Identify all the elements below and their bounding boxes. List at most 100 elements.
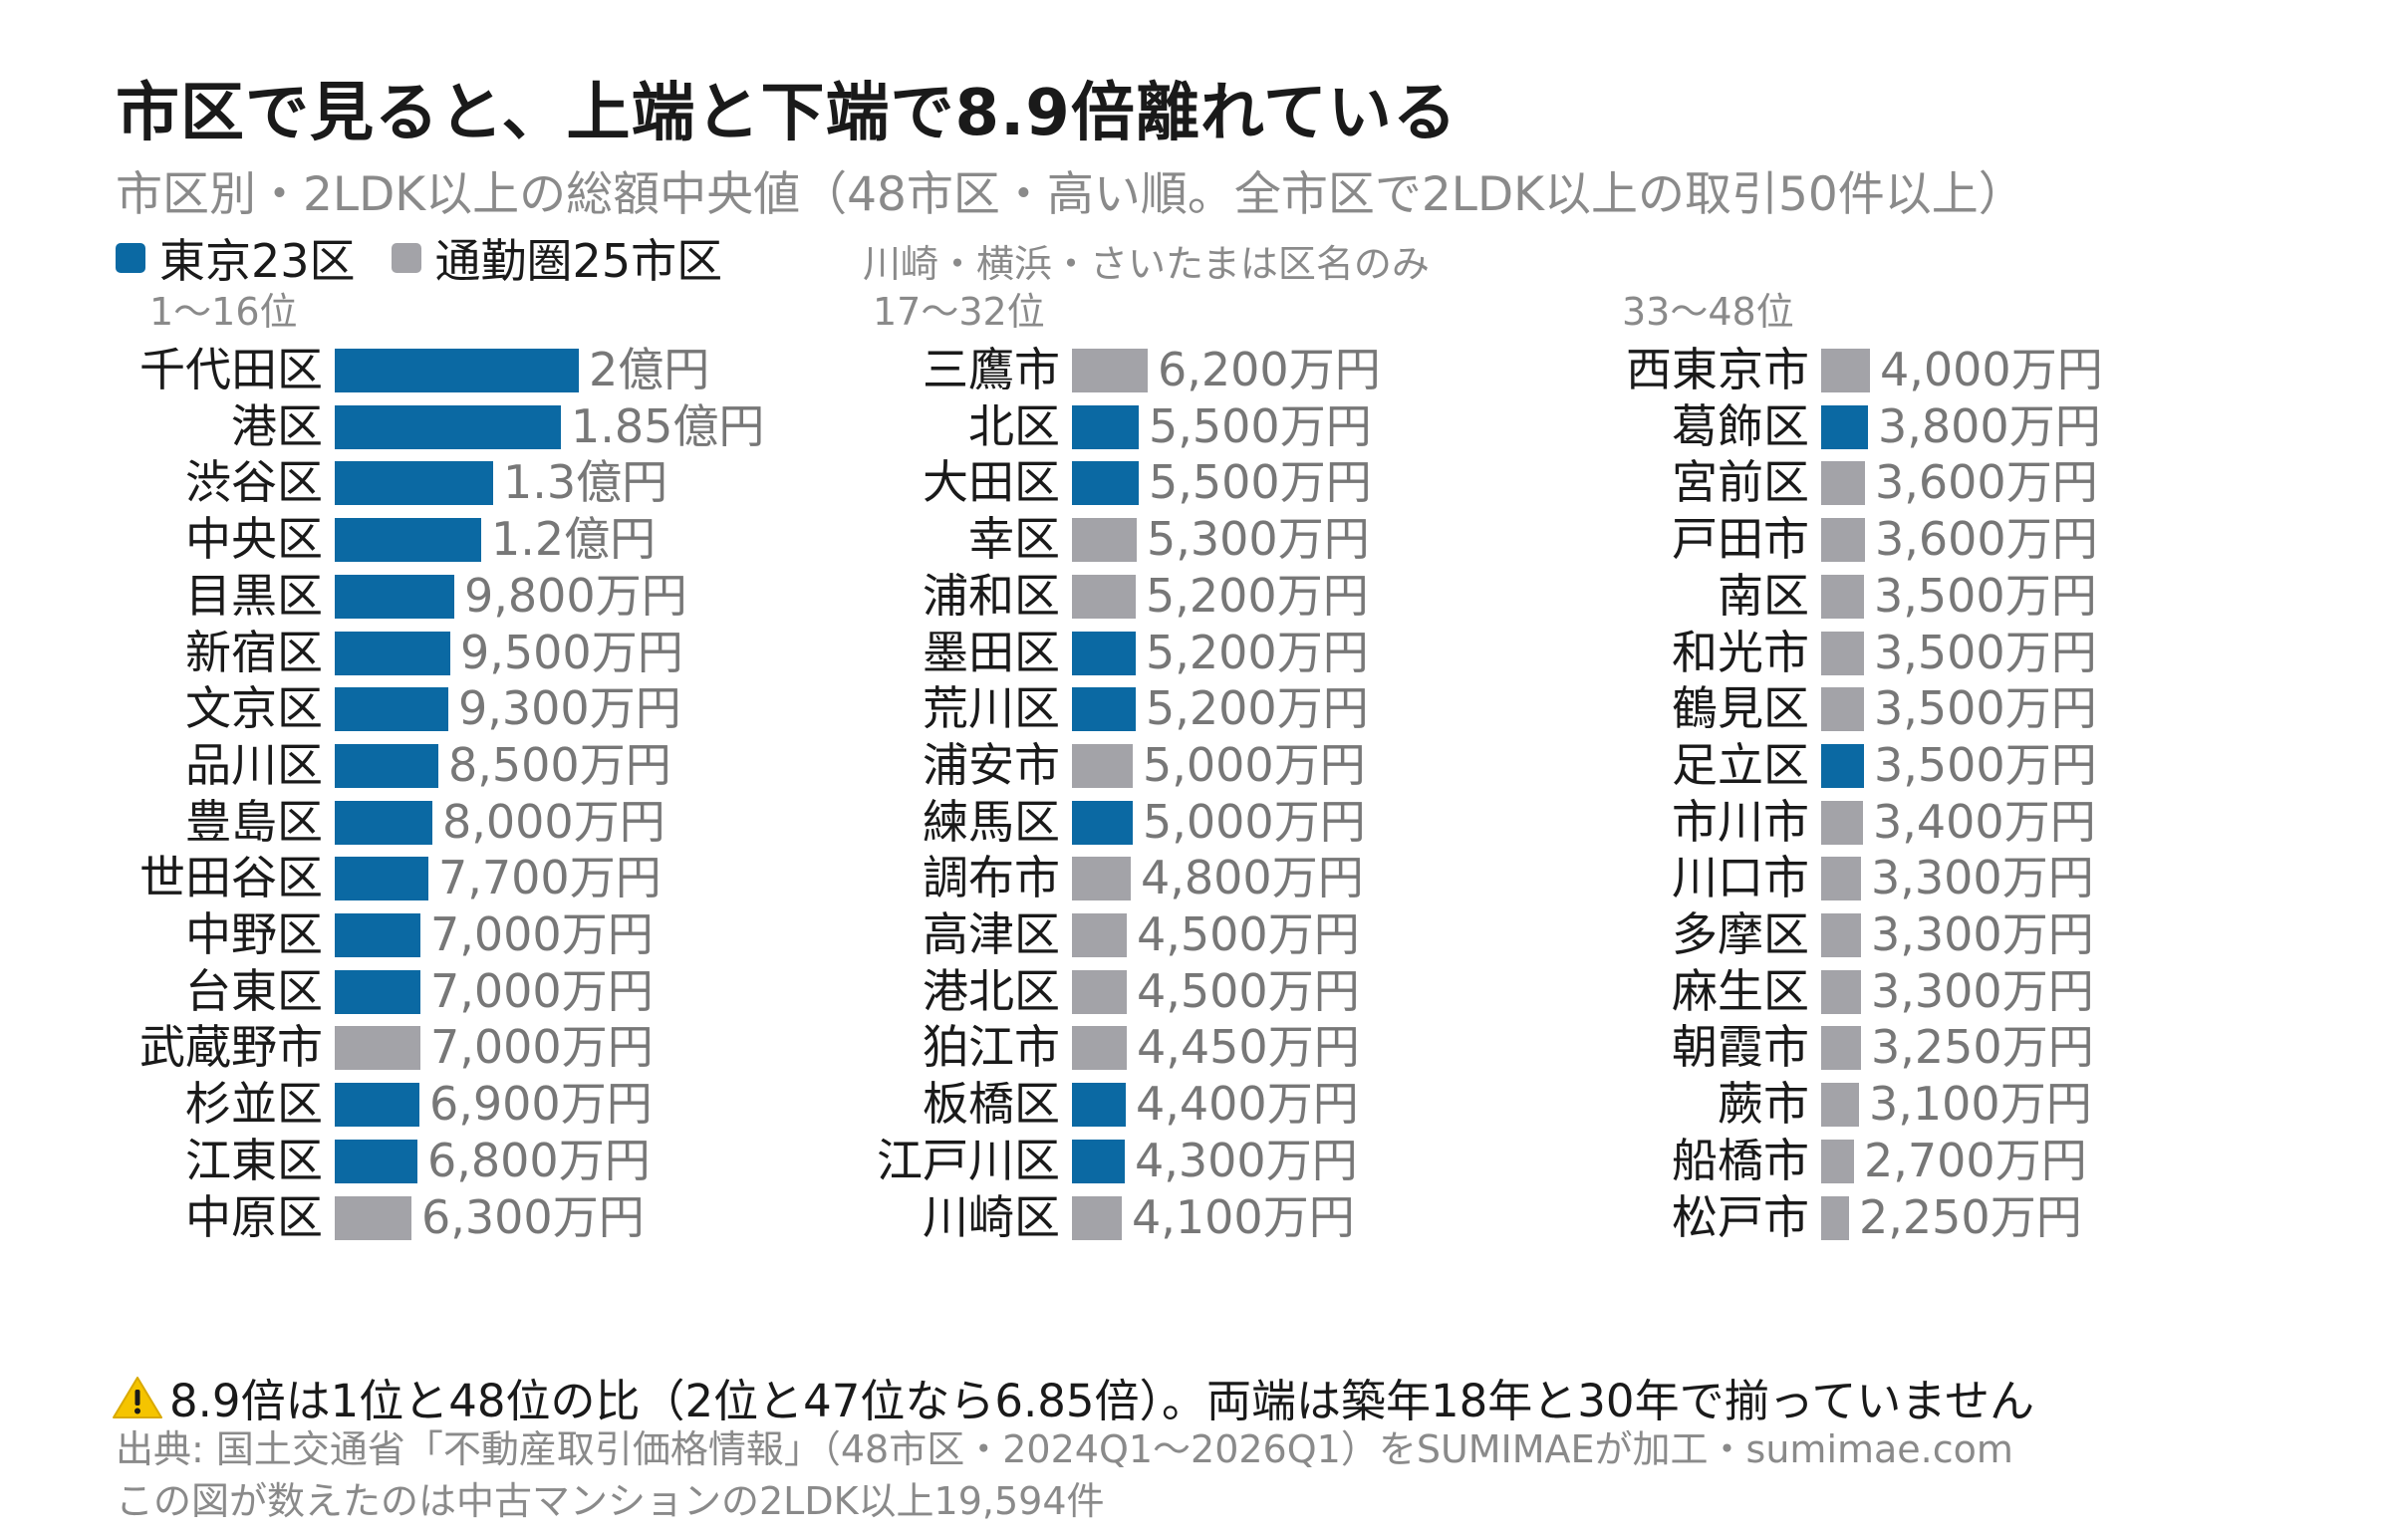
- bar-category-label: 狛江市: [923, 1020, 1060, 1074]
- bar-row: 麻生区 3,300万円: [1614, 966, 2311, 1016]
- bar: [1821, 1083, 1859, 1127]
- bar-row: 南区 3,500万円: [1614, 571, 2311, 621]
- bar-row: 幸区 5,300万円: [865, 514, 1562, 564]
- bar-category-label: 朝霞市: [1672, 1020, 1809, 1074]
- bar-value-label: 7,000万円: [430, 1020, 654, 1074]
- bar-row: 港区 1.85億円: [116, 401, 813, 451]
- bar: [1072, 575, 1136, 619]
- bar-category-label: 麻生区: [1672, 964, 1809, 1018]
- legend-item-tokyo: 東京23区: [116, 225, 356, 291]
- bar: [335, 632, 450, 675]
- legend-swatch-commuter: [391, 243, 421, 273]
- bar-category-label: 三鷹市: [923, 343, 1060, 396]
- bar-category-label: 葛飾区: [1672, 399, 1809, 453]
- legend-swatch-tokyo: [116, 243, 145, 273]
- bar: [1072, 632, 1136, 675]
- bar: [1821, 405, 1868, 449]
- bar: [1072, 970, 1127, 1014]
- bar: [1821, 461, 1865, 505]
- bar-value-label: 6,800万円: [427, 1134, 651, 1187]
- bar-value-label: 9,500万円: [460, 626, 683, 679]
- bar-row: 荒川区 5,200万円: [865, 683, 1562, 733]
- bar-value-label: 2,250万円: [1859, 1190, 2082, 1244]
- bar: [1821, 801, 1863, 845]
- bar-value-label: 2,700万円: [1864, 1134, 2087, 1187]
- bar-value-label: 7,700万円: [438, 851, 662, 904]
- bar-value-label: 6,300万円: [421, 1190, 645, 1244]
- bar: [1072, 744, 1133, 788]
- bar: [1072, 405, 1139, 449]
- bar-category-label: 武蔵野市: [139, 1020, 323, 1074]
- bar-category-label: 豊島区: [185, 795, 323, 849]
- bar-row: 中野区 7,000万円: [116, 909, 813, 959]
- bar-row: 中原区 6,300万円: [116, 1192, 813, 1242]
- bar: [335, 913, 420, 957]
- bar: [1072, 1196, 1122, 1240]
- bar: [1821, 1140, 1854, 1183]
- bar-category-label: 宮前区: [1672, 455, 1809, 509]
- bar-row: 船橋市 2,700万円: [1614, 1136, 2311, 1185]
- bar-value-label: 5,200万円: [1146, 569, 1369, 623]
- bar-category-label: 荒川区: [923, 681, 1060, 735]
- bar-value-label: 4,450万円: [1137, 1020, 1360, 1074]
- bar-value-label: 3,300万円: [1871, 851, 2094, 904]
- bar-category-label: 杉並区: [185, 1077, 323, 1131]
- bar-category-label: 北区: [968, 399, 1060, 453]
- bar-row: 朝霞市 3,250万円: [1614, 1022, 2311, 1072]
- bar-category-label: 高津区: [923, 907, 1060, 961]
- bar: [1072, 1083, 1126, 1127]
- bar-value-label: 1.3億円: [503, 455, 668, 509]
- bar-value-label: 3,100万円: [1869, 1077, 2092, 1131]
- bar-row: 千代田区 2億円: [116, 345, 813, 394]
- bar-value-label: 6,900万円: [429, 1077, 653, 1131]
- bar-row: 市川市 3,400万円: [1614, 797, 2311, 847]
- bar-row: 宮前区 3,600万円: [1614, 457, 2311, 507]
- bar-row: 和光市 3,500万円: [1614, 628, 2311, 677]
- column-header-3: 33〜48位: [1622, 290, 1794, 334]
- bar: [1821, 1026, 1861, 1070]
- bar: [1072, 518, 1137, 562]
- bar-row: 港北区 4,500万円: [865, 966, 1562, 1016]
- bar-category-label: 文京区: [185, 681, 323, 735]
- bar-category-label: 台東区: [185, 964, 323, 1018]
- bar-category-label: 練馬区: [923, 795, 1060, 849]
- bar-row: 江東区 6,800万円: [116, 1136, 813, 1185]
- bar-row: 江戸川区 4,300万円: [865, 1136, 1562, 1185]
- bar: [335, 970, 420, 1014]
- bar-value-label: 3,500万円: [1874, 681, 2097, 735]
- bar-value-label: 6,200万円: [1158, 343, 1381, 396]
- bar-value-label: 9,800万円: [464, 569, 687, 623]
- bar-value-label: 5,500万円: [1149, 455, 1372, 509]
- bar-category-label: 新宿区: [185, 626, 323, 679]
- bar-value-label: 5,000万円: [1143, 738, 1366, 792]
- bar-row: 川口市 3,300万円: [1614, 853, 2311, 902]
- bar: [335, 1026, 420, 1070]
- bar-row: 文京区 9,300万円: [116, 683, 813, 733]
- bar-category-label: 大田区: [923, 455, 1060, 509]
- bar-category-label: 松戸市: [1672, 1190, 1809, 1244]
- bar-category-label: 市川市: [1672, 795, 1809, 849]
- bar-value-label: 5,200万円: [1146, 626, 1369, 679]
- caveat-text: 8.9倍は1位と48位の比（2位と47位なら6.85倍）。両端は築年18年と30…: [169, 1375, 2034, 1427]
- bar-category-label: 港北区: [923, 964, 1060, 1018]
- bar: [1072, 349, 1148, 392]
- bar-value-label: 1.85億円: [571, 399, 765, 453]
- bar-row: 浦安市 5,000万円: [865, 740, 1562, 790]
- bar-row: 渋谷区 1.3億円: [116, 457, 813, 507]
- bar-category-label: 西東京市: [1626, 343, 1809, 396]
- bar-category-label: 千代田区: [139, 343, 323, 396]
- bar-row: 武蔵野市 7,000万円: [116, 1022, 813, 1072]
- bar-category-label: 中原区: [185, 1190, 323, 1244]
- bar-value-label: 1.2億円: [491, 512, 657, 566]
- bar-value-label: 3,500万円: [1874, 569, 2097, 623]
- bar-category-label: 江東区: [185, 1134, 323, 1187]
- bar-value-label: 3,500万円: [1874, 626, 2097, 679]
- bar-value-label: 3,600万円: [1875, 455, 2098, 509]
- bar-category-label: 浦和区: [923, 569, 1060, 623]
- bar: [1821, 970, 1861, 1014]
- bar: [1821, 518, 1865, 562]
- bar-value-label: 4,300万円: [1135, 1134, 1358, 1187]
- bar-category-label: 川口市: [1672, 851, 1809, 904]
- bar-category-label: 足立区: [1672, 738, 1809, 792]
- bar-row: 北区 5,500万円: [865, 401, 1562, 451]
